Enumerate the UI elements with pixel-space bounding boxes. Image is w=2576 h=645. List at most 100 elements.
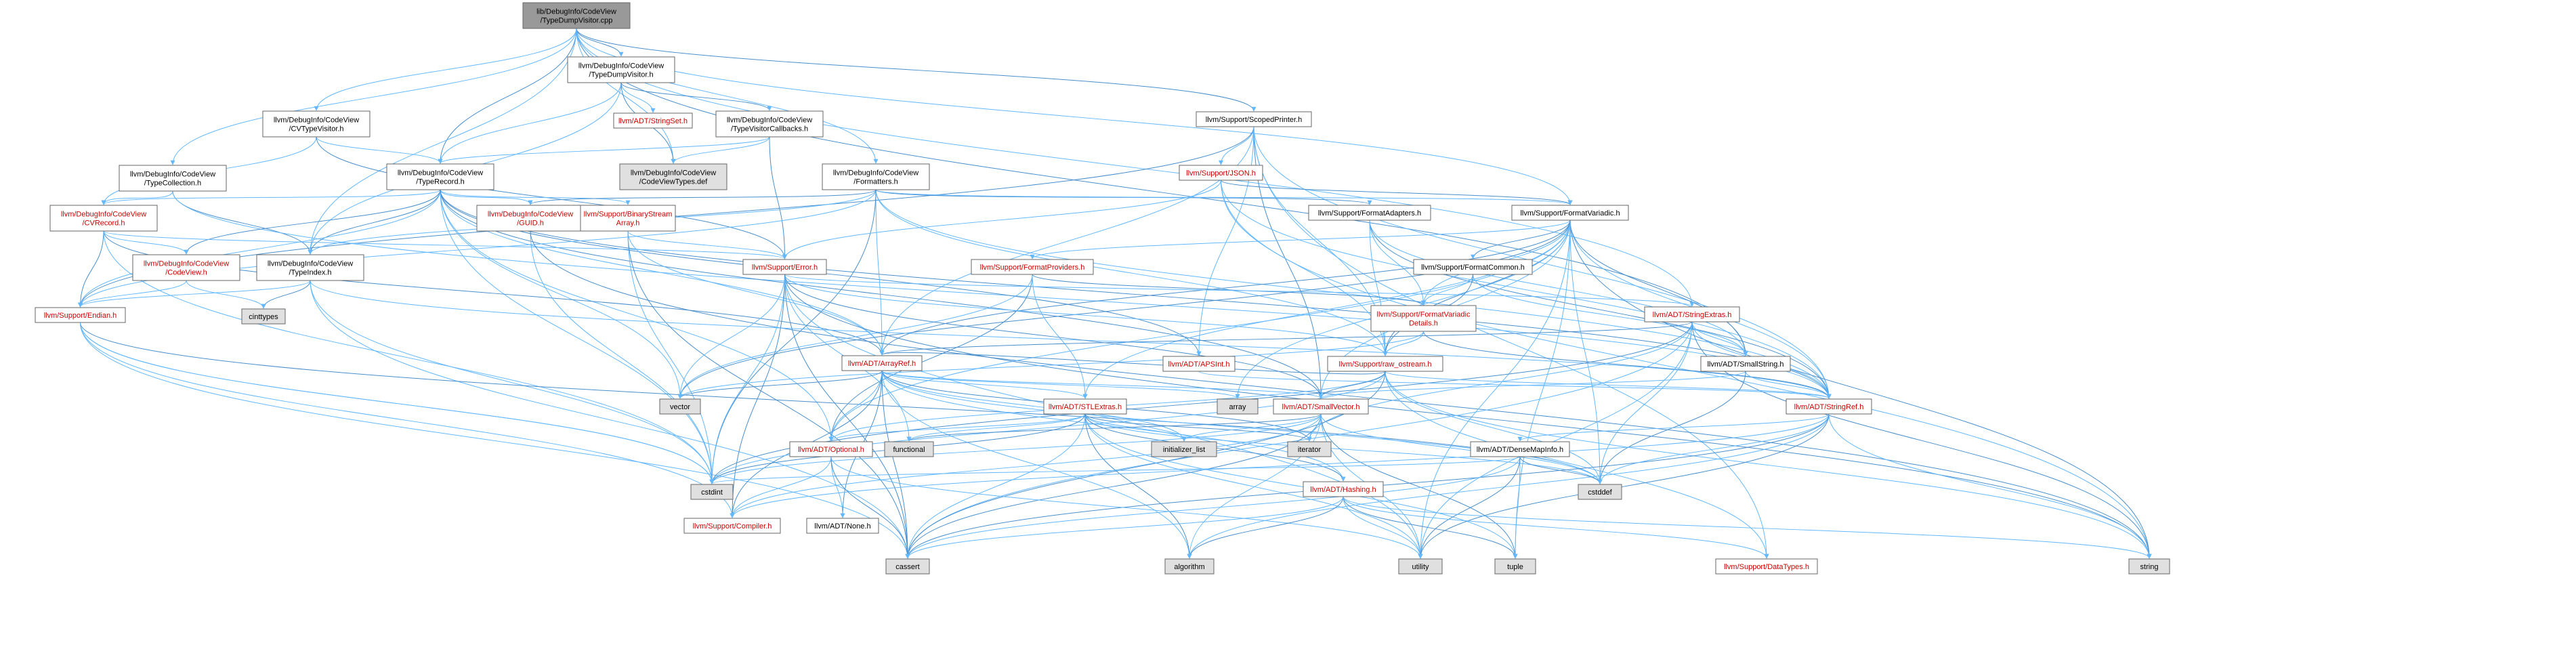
include-edge [1187, 413, 1830, 559]
node-json[interactable]: llvm/Support/JSON.h [1179, 165, 1263, 181]
node-cstddef: cstddef [1578, 484, 1622, 500]
include-edge [310, 280, 1832, 399]
node-formatvariadic[interactable]: llvm/Support/FormatVariadic.h [1511, 205, 1629, 221]
node-box [971, 259, 1094, 275]
include-edge [1691, 321, 1748, 356]
include-edge [709, 321, 1693, 484]
node-box [1370, 305, 1477, 332]
node-label: llvm/Support/BinaryStream [584, 211, 673, 219]
node-label: llvm/DebugInfo/CodeView [631, 169, 716, 178]
include-edge [881, 370, 1240, 399]
include-edge [1369, 220, 1388, 356]
node-tdv_h[interactable]: llvm/DebugInfo/CodeView/TypeDumpVisitor.… [567, 56, 675, 83]
include-edge [709, 371, 1386, 484]
include-edge [1385, 371, 2152, 559]
node-guid[interactable]: llvm/DebugInfo/CodeView/GUID.h [476, 205, 585, 232]
node-compiler[interactable]: llvm/Support/Compiler.h [683, 518, 781, 534]
include-edge [186, 280, 266, 309]
node-arrayref[interactable]: llvm/ADT/ArrayRef.h [841, 355, 923, 371]
include-edge [1032, 274, 1088, 399]
node-box [241, 308, 286, 325]
include-edge [1187, 496, 1344, 559]
include-edge [671, 136, 770, 164]
node-label: llvm/ADT/STLExtras.h [1049, 403, 1122, 411]
include-edge [677, 220, 1571, 399]
node-smallvector[interactable]: llvm/ADT/SmallVector.h [1273, 398, 1369, 415]
node-tuple: tuple [1494, 558, 1536, 575]
node-endian[interactable]: llvm/Support/Endian.h [35, 307, 126, 323]
node-label: llvm/ADT/SmallVector.h [1282, 403, 1360, 411]
node-densemapinfo[interactable]: llvm/ADT/DenseMapInfo.h [1470, 441, 1570, 457]
node-label: llvm/ADT/ArrayRef.h [848, 360, 916, 368]
node-cinttypes: cinttypes [241, 308, 286, 325]
node-label: functional [893, 446, 925, 454]
node-error[interactable]: llvm/Support/Error.h [742, 259, 827, 275]
node-datatypes[interactable]: llvm/Support/DataTypes.h [1715, 558, 1818, 575]
node-label: llvm/ADT/StringRef.h [1794, 403, 1864, 411]
node-tvc[interactable]: llvm/DebugInfo/CodeView/TypeVisitorCallb… [715, 110, 824, 138]
include-edge [261, 280, 311, 309]
node-formatproviders[interactable]: llvm/Support/FormatProviders.h [971, 259, 1094, 275]
node-scopedprinter[interactable]: llvm/Support/ScopedPrinter.h [1196, 111, 1312, 127]
include-edge [627, 230, 910, 559]
include-edge [1181, 413, 1322, 442]
include-edge [1385, 371, 1603, 484]
node-stringref[interactable]: llvm/ADT/StringRef.h [1786, 398, 1872, 415]
node-typerecord[interactable]: llvm/DebugInfo/CodeView/TypeRecord.h [386, 163, 494, 190]
node-raw_ostream[interactable]: llvm/Support/raw_ostream.h [1327, 356, 1443, 372]
node-typecollection[interactable]: llvm/DebugInfo/CodeView/TypeCollection.h [119, 165, 227, 192]
node-label: array [1229, 403, 1246, 411]
include-edge [101, 189, 441, 205]
include-edge [316, 136, 443, 164]
node-box [619, 163, 727, 190]
include-edge [1828, 413, 2152, 559]
include-edge [103, 230, 885, 356]
include-edge [620, 82, 656, 113]
node-cvtypevisitor[interactable]: llvm/DebugInfo/CodeView/CVTypeVisitor.h [262, 110, 371, 138]
node-label: llvm/DebugInfo/CodeView [833, 169, 919, 178]
node-stringextras[interactable]: llvm/ADT/StringExtras.h [1644, 306, 1740, 322]
node-stringset[interactable]: llvm/ADT/StringSet.h [613, 112, 693, 129]
include-edge [677, 370, 883, 399]
node-formatadapters[interactable]: llvm/Support/FormatAdapters.h [1308, 205, 1431, 221]
node-box [1308, 205, 1431, 221]
include-edge [784, 274, 1423, 559]
node-label: /CVTypeVisitor.h [289, 125, 343, 133]
include-edge [103, 230, 787, 259]
include-edge [440, 189, 715, 484]
include-edge [1253, 126, 1832, 399]
include-edge [769, 136, 787, 259]
node-apsint[interactable]: llvm/ADT/APSInt.h [1162, 356, 1236, 372]
node-smallstring[interactable]: llvm/ADT/SmallString.h [1700, 356, 1791, 372]
include-edge [80, 322, 910, 559]
include-edge [576, 28, 1748, 356]
node-iterator: iterator [1287, 441, 1332, 457]
node-label: /TypeIndex.h [289, 269, 332, 277]
node-label: lib/DebugInfo/CodeView [536, 8, 616, 16]
node-label: vector [670, 403, 690, 411]
include-edge [78, 280, 187, 308]
node-box [386, 163, 494, 190]
node-optional[interactable]: llvm/ADT/Optional.h [789, 441, 873, 457]
node-formatcommon[interactable]: llvm/Support/FormatCommon.h [1413, 259, 1533, 275]
node-label: /TypeRecord.h [416, 178, 465, 186]
include-edge [308, 189, 441, 255]
include-edge [627, 230, 787, 259]
node-label: initializer_list [1163, 446, 1205, 454]
node-cvrecord[interactable]: llvm/DebugInfo/CodeView/CVRecord.h [49, 205, 158, 232]
include-edge [440, 189, 683, 399]
node-stlextras[interactable]: llvm/ADT/STLExtras.h [1043, 398, 1127, 415]
include-edge [784, 274, 2152, 559]
node-box [1217, 398, 1259, 415]
node-label: /TypeCollection.h [144, 180, 201, 188]
node-label: cstddef [1588, 488, 1612, 497]
node-codeview_h[interactable]: llvm/DebugInfo/CodeView/CodeView.h [132, 254, 240, 281]
node-none[interactable]: llvm/ADT/None.h [806, 518, 879, 534]
node-hashing[interactable]: llvm/ADT/Hashing.h [1303, 481, 1384, 497]
node-typeindex[interactable]: llvm/DebugInfo/CodeView/TypeIndex.h [256, 254, 364, 281]
node-label: llvm/Support/FormatCommon.h [1421, 264, 1525, 272]
node-formatters[interactable]: llvm/DebugInfo/CodeView/Formatters.h [822, 163, 930, 190]
node-box [1786, 398, 1872, 415]
